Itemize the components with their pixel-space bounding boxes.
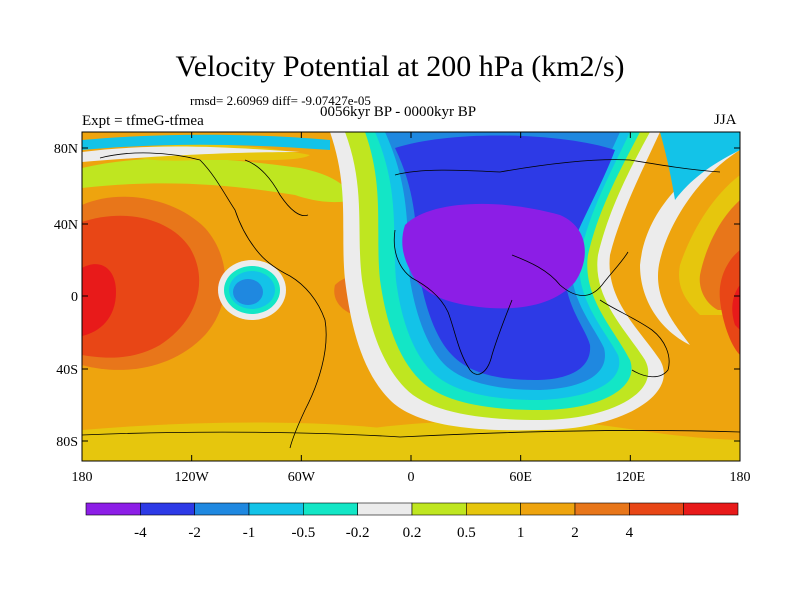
- lon-tick-label: 60E: [509, 470, 532, 485]
- colorbar-label: 0.2: [403, 525, 422, 541]
- colorbar-label: -0.5: [291, 525, 315, 541]
- colorbar-swatch: [683, 502, 739, 516]
- lon-tick-label: 120W: [175, 470, 210, 485]
- lat-tick-label: 80S: [56, 435, 78, 450]
- colorbar-swatch: [140, 502, 195, 516]
- colorbar-swatch: [466, 502, 521, 516]
- colorbar-label: -0.2: [346, 525, 370, 541]
- contour-field: [82, 132, 740, 461]
- colorbar-swatch: [303, 502, 358, 516]
- season-label: JJA: [714, 112, 737, 128]
- colorbar-swatch: [85, 502, 141, 516]
- colorbar-label: 1: [517, 525, 525, 541]
- period-label: 0056kyr BP - 0000kyr BP: [320, 104, 477, 120]
- colorbar-swatch: [194, 502, 250, 516]
- colorbar-swatch: [520, 502, 576, 516]
- lat-tick-label: 0: [71, 290, 78, 305]
- lat-tick-label: 80N: [54, 142, 78, 157]
- map-title: Velocity Potential at 200 hPa (km2/s): [175, 50, 625, 83]
- stats-text: rmsd= 2.60969 diff= -9.07427e-05: [190, 93, 371, 108]
- colorbar-label: 0.5: [457, 525, 476, 541]
- colorbar: -4 -2 -1 -0.5 -0.2 0.2 0.5 1 2 4: [85, 502, 739, 541]
- colorbar-swatch: [248, 502, 304, 516]
- colorbar-swatch: [411, 502, 467, 516]
- coastlines: [82, 152, 740, 449]
- colorbar-label: -1: [243, 525, 256, 541]
- colorbar-swatch: [574, 502, 630, 516]
- lon-tick-label: 180: [72, 470, 93, 485]
- lat-tick-label: 40S: [56, 363, 78, 378]
- colorbar-label: -4: [134, 525, 147, 541]
- colorbar-label: 4: [626, 525, 634, 541]
- lat-tick-label: 40N: [54, 218, 78, 233]
- axis-ticks: 80N 40N 0 40S 80S 180 120W 60W 0 60E 120E 180: [54, 132, 751, 485]
- lon-tick-label: 0: [408, 470, 415, 485]
- colorbar-swatch: [629, 502, 684, 516]
- lon-tick-label: 120E: [616, 470, 646, 485]
- experiment-label: Expt = tfmeG-tfmea: [82, 113, 204, 129]
- colorbar-label: -2: [188, 525, 201, 541]
- colorbar-swatch: [357, 502, 413, 516]
- lon-tick-label: 60W: [288, 470, 316, 485]
- lon-tick-label: 180: [730, 470, 751, 485]
- colorbar-label: 2: [571, 525, 579, 541]
